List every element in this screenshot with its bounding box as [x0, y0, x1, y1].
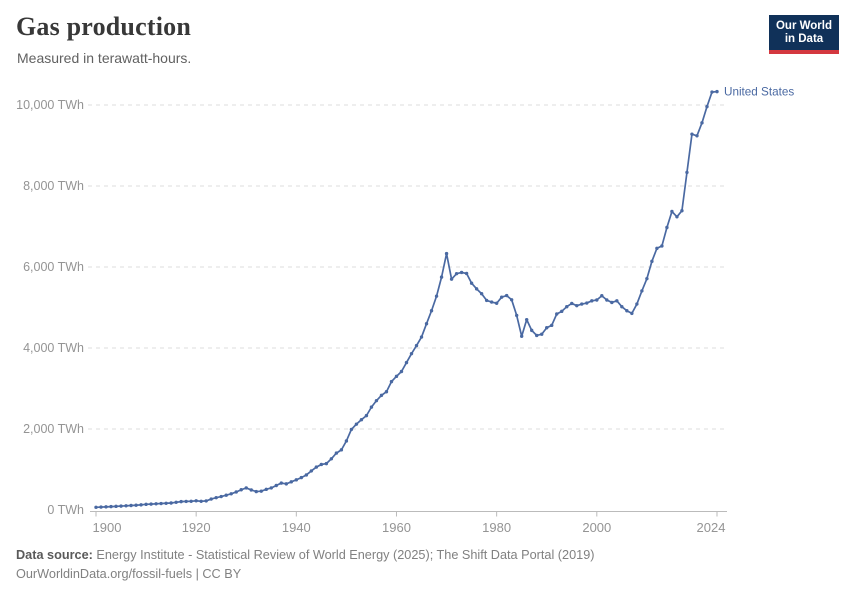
footer: Data source: Energy Institute - Statisti… — [16, 546, 594, 584]
x-tick-label: 1940 — [282, 520, 311, 535]
license-text: | CC BY — [192, 567, 242, 581]
y-tick-label: 0 TWh — [47, 503, 84, 517]
data-source-text: Energy Institute - Statistical Review of… — [92, 548, 595, 562]
x-tick-label: 1900 — [93, 520, 122, 535]
series-line[interactable] — [95, 90, 718, 509]
page-title: Gas production — [16, 12, 191, 41]
y-gridlines — [88, 104, 727, 430]
license-line: OurWorldinData.org/fossil-fuels | CC BY — [16, 565, 594, 584]
y-tick-label: 8,000 TWh — [23, 179, 84, 193]
series-united-states[interactable] — [95, 90, 718, 509]
owid-logo-line2: in Data — [784, 33, 824, 45]
owid-logo[interactable]: Our World in Data — [769, 15, 839, 54]
series-label-united-states[interactable]: United States — [724, 86, 794, 99]
x-tick-label: 1980 — [482, 520, 511, 535]
y-tick-label: 6,000 TWh — [23, 260, 84, 274]
page-subtitle: Measured in terawatt-hours. — [17, 50, 192, 66]
y-tick-label: 2,000 TWh — [23, 422, 84, 436]
x-tick-label: 2024 — [697, 520, 726, 535]
footer-link[interactable]: OurWorldinData.org/fossil-fuels — [16, 567, 193, 581]
series-markers — [94, 89, 719, 510]
y-tick-label: 10,000 TWh — [16, 98, 84, 112]
x-tick-label: 1960 — [382, 520, 411, 535]
x-tick-label: 1920 — [182, 520, 211, 535]
data-source-label: Data source: — [16, 548, 93, 562]
data-source-line: Data source: Energy Institute - Statisti… — [16, 546, 594, 565]
gas-production-chart[interactable]: 0 TWh 2,000 TWh 4,000 TWh 6,000 TWh 8,000 TW… — [0, 70, 850, 545]
y-tick-label: 4,000 TWh — [23, 341, 84, 355]
owid-logo-line1: Our World — [775, 20, 832, 32]
x-axis: 1900 1920 1940 1960 1980 2000 2024 — [90, 511, 727, 535]
x-tick-label: 2000 — [582, 520, 611, 535]
y-axis-labels: 0 TWh 2,000 TWh 4,000 TWh 6,000 TWh 8,000 TW… — [16, 98, 84, 517]
